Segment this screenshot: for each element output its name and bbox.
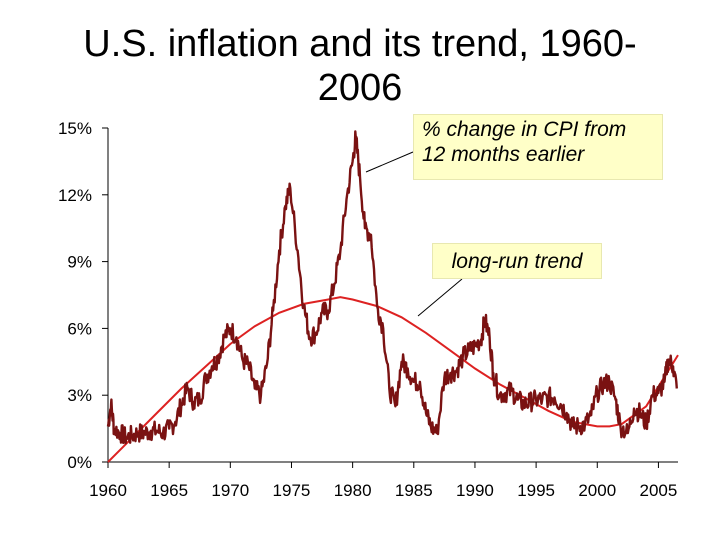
chart-series	[106, 130, 679, 463]
x-tick-label: 1980	[334, 481, 372, 500]
x-tick-label: 1995	[517, 481, 555, 500]
y-tick-label: 3%	[67, 386, 92, 405]
x-tick-label: 2005	[640, 481, 678, 500]
chart-title: U.S. inflation and its trend, 1960-2006	[83, 23, 637, 109]
x-tick-label: 1960	[89, 481, 127, 500]
cpi-annotation: % change in CPI from 12 months earlier	[413, 114, 663, 180]
x-tick-label: 1990	[456, 481, 494, 500]
trend-annotation: long-run trend	[432, 243, 602, 279]
x-tick-label: 1985	[395, 481, 433, 500]
trend-line	[107, 296, 679, 463]
cpi-line	[106, 130, 678, 445]
y-tick-label: 6%	[67, 319, 92, 338]
callout-leader-lines	[365, 151, 463, 317]
x-tick-label: 1970	[211, 481, 249, 500]
y-tick-label: 9%	[67, 253, 92, 272]
x-tick-label: 2000	[578, 481, 616, 500]
x-tick-label: 1975	[273, 481, 311, 500]
cpi-leader-line	[365, 151, 414, 173]
y-tick-label: 0%	[67, 453, 92, 472]
trend-leader-line	[417, 278, 463, 317]
x-tick-label: 1965	[150, 481, 188, 500]
chart-axes: 0% 3% 6% 9% 12% 15% 1960 1965 1970 1975 1980 1985 19…	[58, 119, 678, 500]
y-tick-label: 12%	[58, 186, 92, 205]
y-tick-label: 15%	[58, 119, 92, 138]
